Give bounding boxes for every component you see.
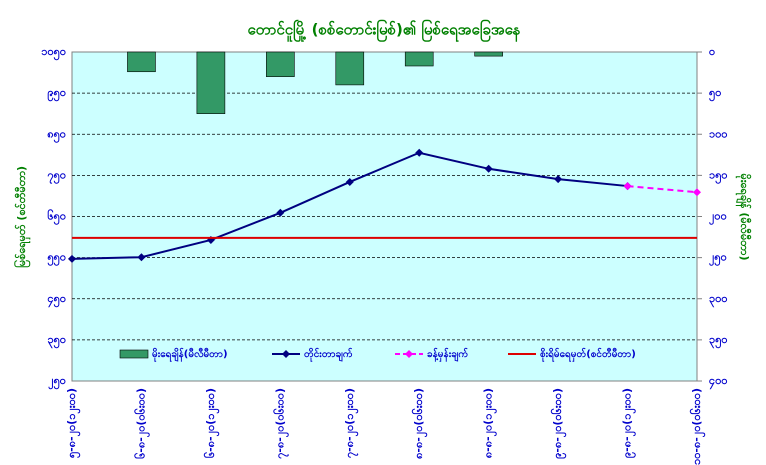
marker: [623, 182, 632, 191]
x-tick-label: ၇-၈-၂၀(၁၂း၀၀): [343, 388, 359, 458]
y-axis-label: မြစ်ရေမှတ် (စင်တီမီတာ): [13, 166, 31, 268]
bar: [404, 51, 434, 67]
y2-tick-label: ၄၀၀: [709, 374, 728, 390]
marker: [68, 254, 76, 263]
legend-label: တိုင်းတာချက်: [304, 347, 353, 363]
y2-axis-label: မိုးရေချိန် (မီလီမီတာ): [735, 174, 752, 261]
y-tick-label: ၁၀၅၀: [41, 45, 66, 61]
y2-tick-label: ၅၀: [709, 86, 721, 102]
marker: [693, 188, 701, 197]
y-tick-label: ၅၅၀: [47, 251, 66, 267]
y-tick-label: ၂၅၀: [48, 374, 66, 390]
y2-tick-label: ၁၀၀: [709, 127, 728, 140]
legend-marker: [405, 350, 413, 358]
bar: [335, 51, 365, 86]
x-tick-label: ၈-၈-၂၀(၁၂း၀၀): [482, 388, 498, 458]
bar: [266, 51, 295, 77]
y2-tick-label: ၂၅၀: [709, 251, 727, 267]
x-tick-label: ၉-၈-၂၀(၀၆း၀၀): [551, 388, 567, 459]
y2-tick-label: ၃၀၀: [709, 292, 728, 308]
x-tick-label: ၁၀-၈-၂၀(၀၆း၀၀): [690, 388, 706, 465]
y2-tick-label: ၀: [709, 45, 715, 58]
marker: [554, 175, 563, 184]
bar: [127, 51, 156, 73]
y-tick-label: ၄၅၀: [47, 292, 66, 308]
y2-tick-label: ၂၀၀: [709, 210, 727, 226]
y-tick-label: ၉၅၀: [47, 86, 66, 102]
x-tick-label: ၅-၈-၂၀(၁၂း၀၀): [65, 388, 81, 458]
legend-label: ခန့်မှန်းချက်: [427, 347, 468, 363]
bar: [474, 51, 503, 57]
y2-tick-label: ၃၅၀: [709, 333, 728, 349]
legend-label: စိုးရိမ်ရေမှတ်(စင်တီမီတာ): [540, 347, 636, 363]
x-tick-label: ၇-၈-၂၀(၀၆း၀၀): [273, 388, 289, 459]
y2-tick-label: ၁၅၀: [709, 168, 728, 184]
x-tick-label: ၈-၈-၂၀(၀၆း၀၀): [412, 388, 428, 459]
legend-marker: [282, 350, 290, 358]
marker: [137, 253, 146, 262]
x-tick-label: ၆-၈-၂၀(၀၆း၀၀): [134, 388, 150, 459]
x-tick-label: ၆-၈-၂၀(၁၂း၀၀): [204, 388, 220, 458]
x-tick-label: ၉-၈-၂၀(၁၂း၀၀): [621, 388, 637, 458]
marker: [276, 208, 285, 217]
y-tick-label: ၈၅၀: [47, 127, 66, 143]
y-tick-label: ၇၅၀: [47, 168, 66, 184]
bar: [196, 51, 226, 114]
legend-swatch: [119, 349, 149, 359]
legend-label: မိုးရေချိန်(မီလီမီတာ): [152, 347, 228, 363]
line: [627, 185, 698, 194]
y-tick-label: ၆၅၀: [47, 210, 66, 226]
y-tick-label: ၃၅၀: [47, 333, 66, 349]
marker: [484, 164, 493, 173]
marker: [415, 148, 424, 157]
marker: [345, 177, 354, 186]
